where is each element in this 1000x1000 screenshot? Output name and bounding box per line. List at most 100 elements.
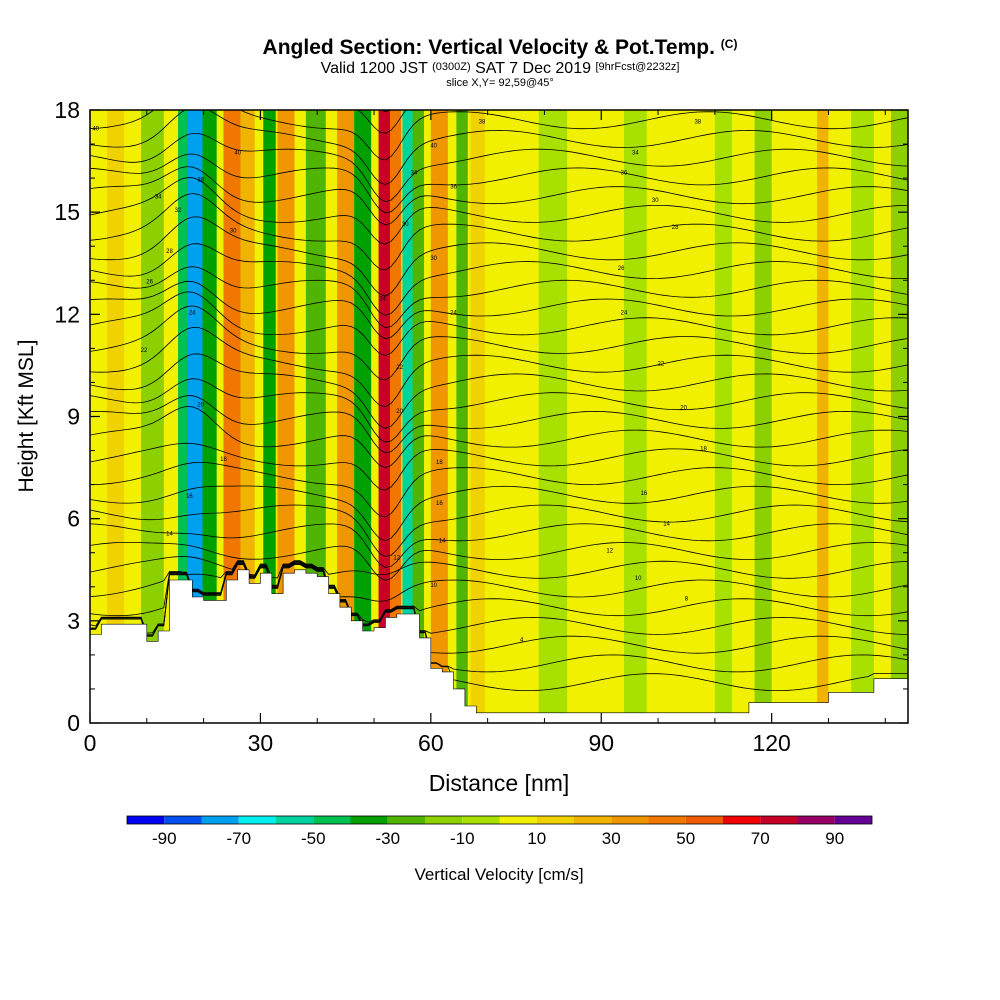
- valid-time: Valid 1200 JST: [320, 60, 428, 77]
- isentrope-label: 20: [396, 409, 403, 415]
- velocity-band: [223, 110, 241, 723]
- isentrope-label: 32: [175, 208, 182, 214]
- x-tick-label: 0: [84, 730, 97, 756]
- isentrope-line: [90, 177, 908, 245]
- colorbar-tick-label: 30: [602, 829, 621, 848]
- isentrope-label: 10: [430, 583, 437, 589]
- colorbar-tick-label: 90: [825, 829, 844, 848]
- colorbar-swatch: [685, 816, 723, 824]
- isentrope-line: [90, 327, 908, 408]
- velocity-band: [178, 110, 191, 723]
- isentrope-labels: 40 40 38 34 32 30 28 26 24 22 20 18 16 14 38 40 34 36 30 30…: [92, 120, 707, 644]
- slice-info: slice X,Y= 92,59@45°: [446, 77, 554, 89]
- isentrope-line: [90, 41, 908, 99]
- isentrope-label: 16: [436, 501, 443, 507]
- isentrope-label: 28: [166, 249, 173, 255]
- isentrope-line: [90, 523, 908, 568]
- isentrope-label: 40: [234, 150, 241, 156]
- isentrope-label: 34: [632, 150, 639, 156]
- y-tick-label: 18: [54, 97, 80, 123]
- colorbar-swatch: [164, 816, 202, 824]
- isentrope-label: 34: [410, 171, 417, 177]
- y-axis: 0 3 6 9 12 15 18: [54, 97, 908, 736]
- isentrope-line: [90, 395, 908, 454]
- colorbar-swatch: [723, 816, 761, 824]
- y-tick-label: 15: [54, 199, 80, 225]
- isentrope-label: 12: [606, 549, 613, 555]
- isentrope-label: 24: [189, 310, 196, 316]
- isentrope-line: [90, 542, 908, 581]
- x-tick-label: 120: [752, 730, 790, 756]
- velocity-bands: [107, 110, 908, 723]
- terrain: [90, 569, 908, 723]
- colorbar-swatch: [350, 816, 388, 824]
- colorbar-swatch: [201, 816, 239, 824]
- isentrope-label: 38: [694, 120, 701, 126]
- colorbar-swatch: [276, 816, 314, 824]
- isentrope-line: [90, 110, 908, 161]
- y-axis-label: Height [Kft MSL]: [15, 340, 38, 493]
- colorbar-swatch: [425, 816, 463, 824]
- velocity-band: [412, 110, 425, 723]
- y-tick-label: 9: [67, 404, 80, 430]
- x-tick-label: 60: [418, 730, 444, 756]
- isentrope-label: 14: [663, 521, 670, 527]
- isentrope-label: 30: [430, 256, 437, 262]
- plot-area: 40 40 38 34 32 30 28 26 24 22 20 18 16 14 38 40 34 36 30 30…: [90, 41, 908, 723]
- isentrope-label: 12: [393, 556, 400, 562]
- x-tick-label: 90: [588, 730, 614, 756]
- velocity-band: [817, 110, 829, 723]
- colorbar-tick-label: -50: [301, 829, 326, 848]
- isentrope-line: [90, 280, 908, 340]
- colorbar-tick-label: -90: [152, 829, 177, 848]
- isentrope-label: 24: [450, 310, 457, 316]
- isentrope-label: 4: [520, 637, 524, 643]
- velocity-band: [538, 110, 568, 723]
- isentrope-label: 38: [197, 178, 204, 184]
- chart-title-main: Angled Section: Vertical Velocity & Pot.…: [262, 36, 715, 59]
- x-axis: 0 30 60 90 120: [84, 110, 886, 756]
- isentrope-label: 16: [186, 494, 193, 500]
- isentropes: [90, 41, 908, 691]
- x-tick-label: 30: [248, 730, 274, 756]
- isentrope-label: 14: [166, 532, 173, 538]
- velocity-band: [141, 110, 164, 723]
- isentrope-label: 22: [396, 365, 403, 371]
- colorbar-swatch: [797, 816, 835, 824]
- y-tick-label: 3: [67, 608, 80, 634]
- y-tick-label: 6: [67, 506, 80, 532]
- isentrope-line: [90, 560, 908, 602]
- y-tick-label: 12: [54, 301, 80, 327]
- x-axis-label: Distance [nm]: [429, 770, 570, 796]
- isentrope-line: [90, 133, 908, 203]
- isentrope-label: 18: [436, 460, 443, 466]
- colorbar: -90 -70 -50 -30 -10 10 30 50 70 90: [126, 815, 873, 848]
- isentrope-label: 38: [479, 120, 486, 126]
- isentrope-label: 24: [621, 310, 628, 316]
- isentrope-line: [90, 305, 908, 381]
- isentrope-label: 30: [402, 222, 409, 228]
- valid-utc: (0300Z): [432, 61, 471, 73]
- valid-date: SAT 7 Dec 2019: [475, 60, 591, 77]
- colorbar-swatch: [462, 816, 500, 824]
- y-tick-label: 0: [67, 710, 80, 736]
- isentrope-line: [90, 266, 908, 329]
- colorbar-swatch: [834, 816, 872, 824]
- velocity-band: [389, 110, 402, 723]
- colorbar-swatch: [313, 816, 351, 824]
- isentrope-label: 30: [230, 229, 237, 235]
- isentrope-line: [90, 556, 908, 579]
- isentrope-line: [90, 216, 908, 297]
- isentrope-line: [90, 462, 908, 518]
- velocity-band: [430, 110, 448, 723]
- colorbar-tick-label: -10: [450, 829, 475, 848]
- isentrope-line: [380, 110, 392, 113]
- colorbar-frame: [126, 815, 873, 825]
- isentrope-label: 16: [641, 491, 648, 497]
- colorbar-swatch: [387, 816, 425, 824]
- velocity-band: [470, 110, 485, 723]
- chart-title: Angled Section: Vertical Velocity & Pot.…: [0, 36, 1000, 60]
- colorbar-swatch: [127, 816, 165, 824]
- velocity-band: [754, 110, 772, 723]
- isentrope-label: 24: [379, 297, 386, 303]
